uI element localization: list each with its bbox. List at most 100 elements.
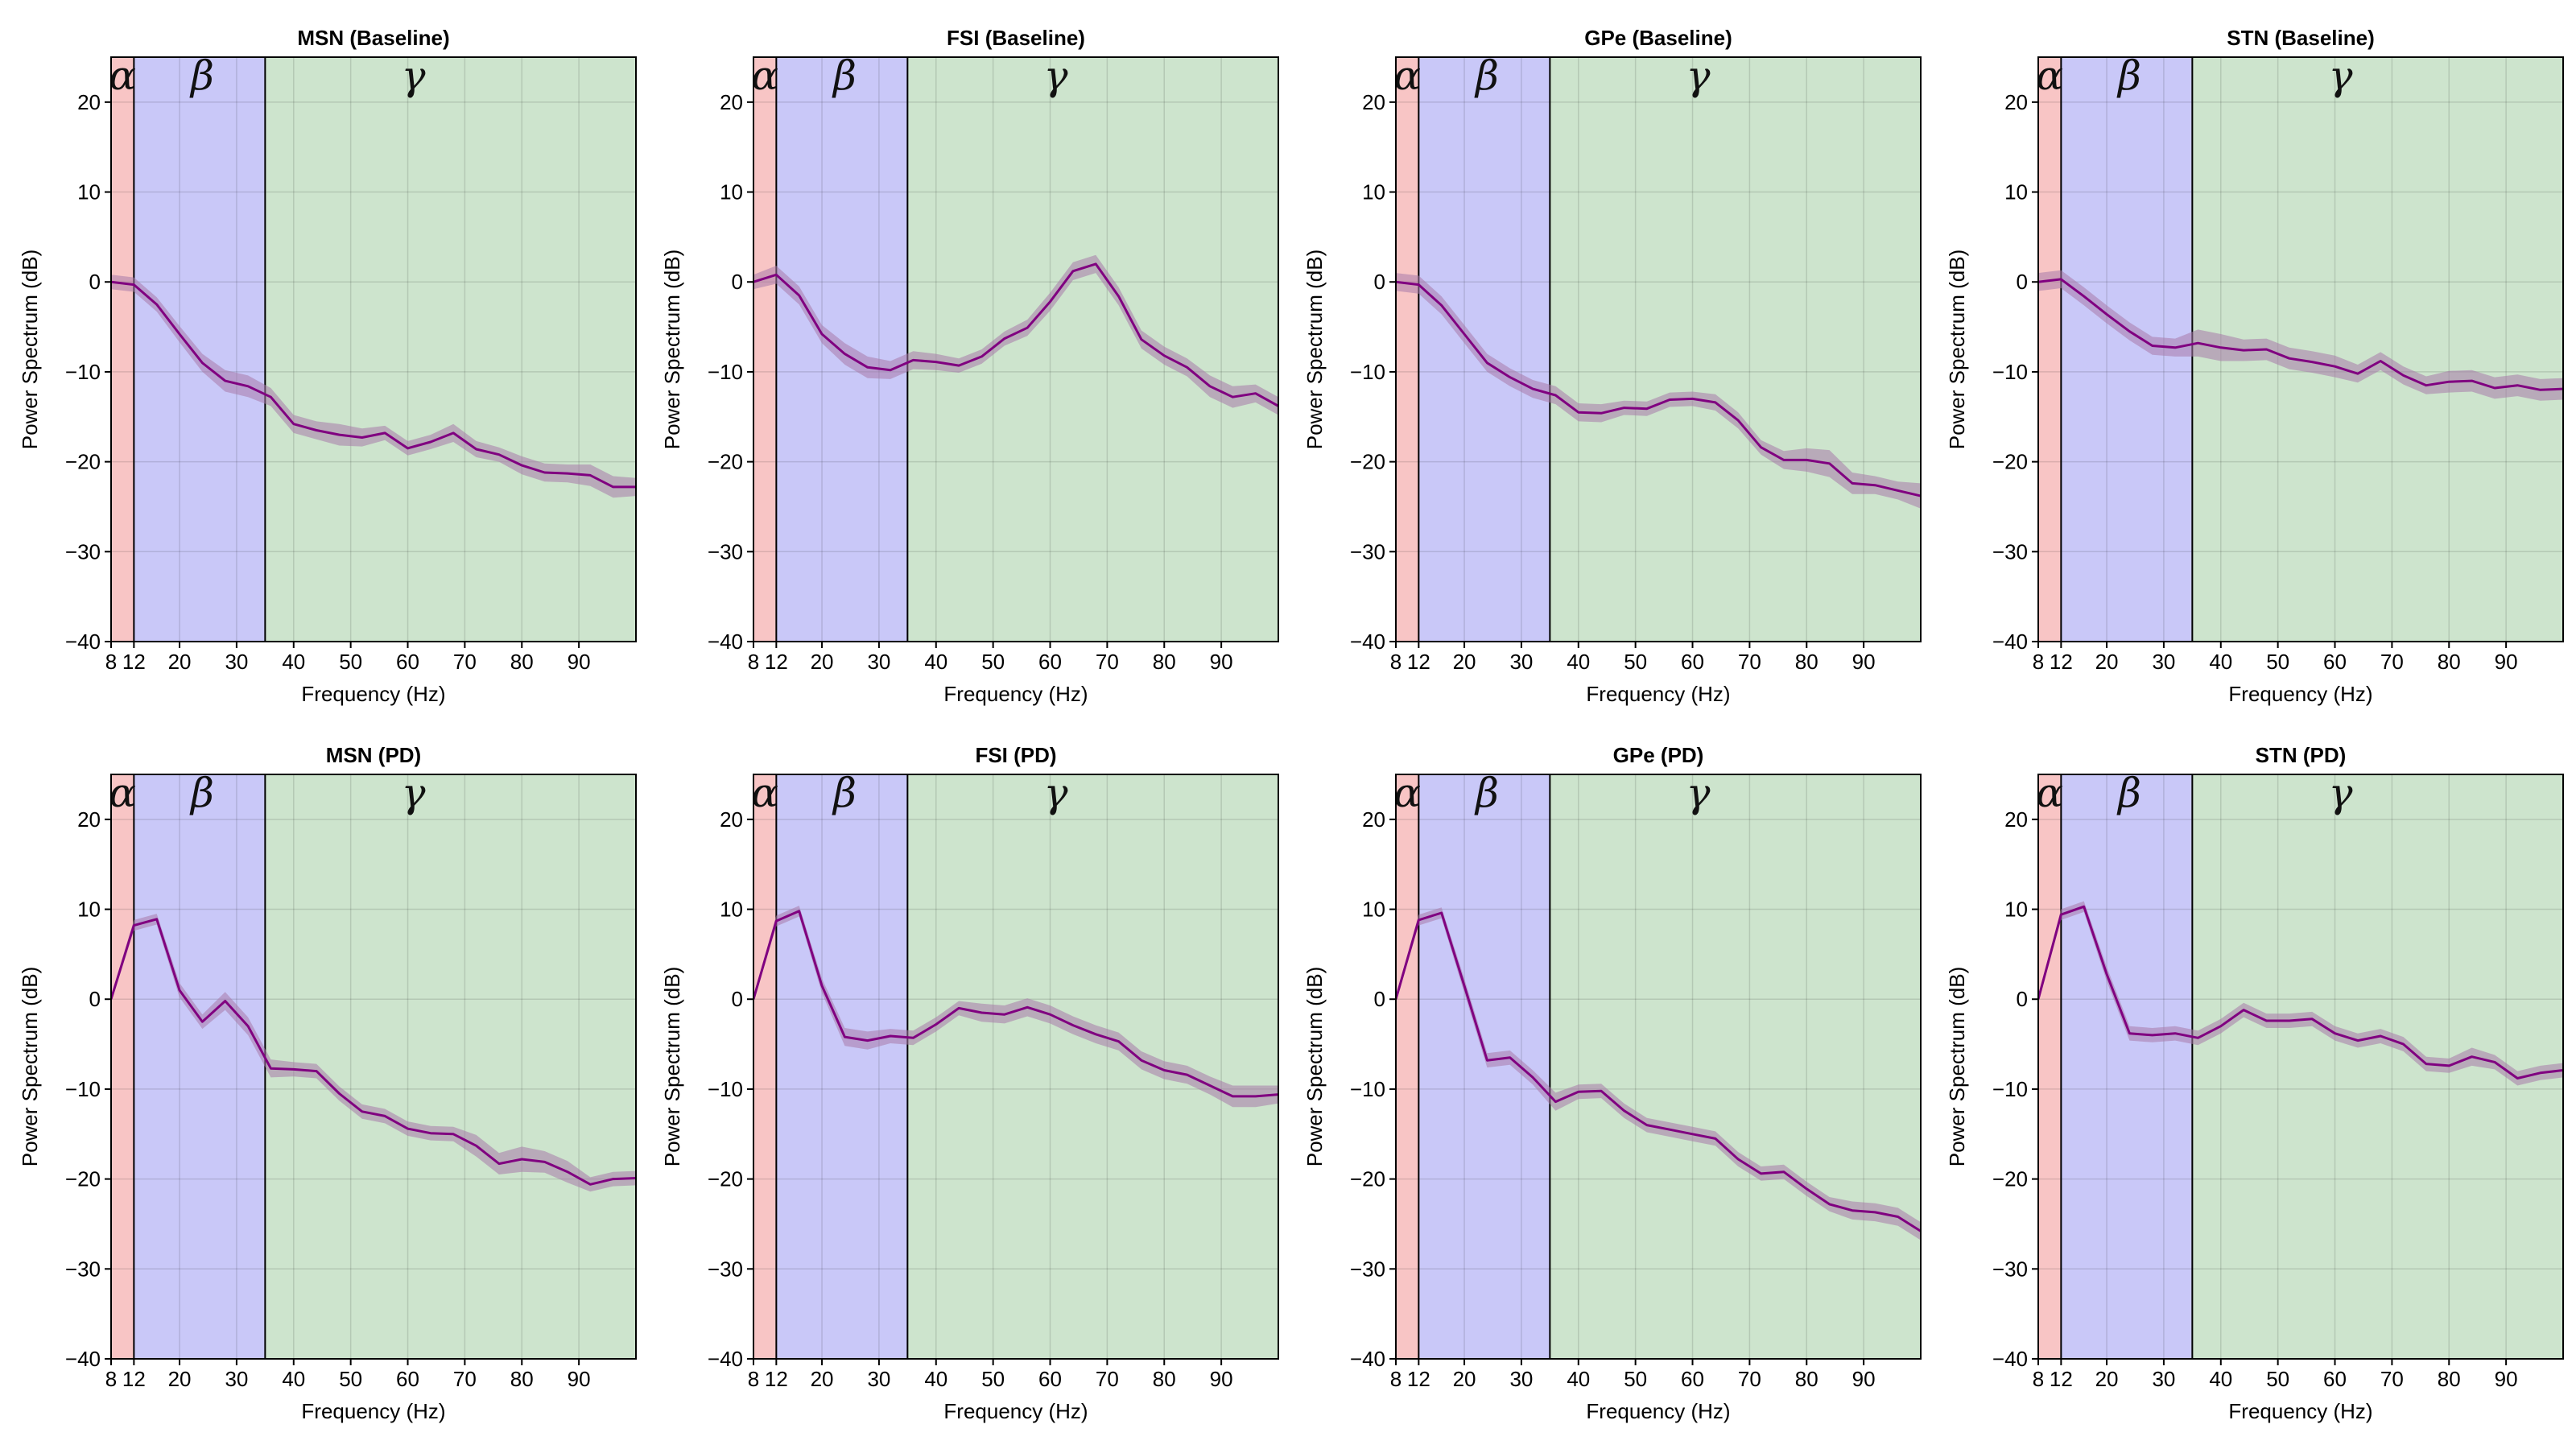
plot-frame	[110, 774, 637, 1360]
y-tick-label: −30	[708, 539, 743, 564]
x-axis-label: Frequency (Hz)	[943, 1399, 1088, 1423]
x-axis-label: Frequency (Hz)	[1586, 1399, 1730, 1423]
y-tick-label: 20	[77, 807, 101, 832]
plot-frame	[1395, 56, 1922, 642]
x-tick-label: 30	[867, 1367, 890, 1391]
x-tick-label: 50	[2266, 650, 2289, 674]
y-tick-label: −30	[65, 1257, 101, 1281]
plot-frame	[2037, 774, 2564, 1360]
x-tick-label: 12	[765, 1367, 788, 1391]
x-tick-label: 70	[1738, 650, 1761, 674]
x-tick-label: 70	[1096, 1367, 1119, 1391]
band-region	[753, 57, 777, 642]
band-region	[1418, 57, 1550, 642]
x-axis-label: Frequency (Hz)	[2228, 682, 2372, 706]
y-tick-label: −30	[65, 539, 101, 564]
band-label: γ	[1044, 770, 1068, 816]
band-label: γ	[1686, 52, 1711, 99]
x-tick-label: 30	[2152, 1367, 2175, 1391]
x-tick-label: 80	[510, 1367, 534, 1391]
panel-title: MSN (Baseline)	[297, 26, 449, 50]
x-tick-label: 40	[924, 1367, 947, 1391]
y-tick-label: 10	[720, 180, 743, 204]
y-tick-label: 10	[2004, 898, 2028, 922]
y-axis-label: Power Spectrum (dB)	[660, 967, 684, 1167]
plot-frame	[1395, 774, 1922, 1360]
x-tick-label: 50	[981, 1367, 1005, 1391]
band-label: α	[2036, 770, 2063, 816]
band-region	[265, 774, 636, 1359]
band-region	[265, 57, 636, 642]
x-tick-label: 60	[1038, 1367, 1062, 1391]
band-label: β	[832, 52, 857, 99]
y-axis-label: Power Spectrum (dB)	[1302, 967, 1327, 1167]
band-region	[134, 57, 266, 642]
x-tick-label: 30	[867, 650, 890, 674]
y-tick-label: −40	[65, 1347, 101, 1371]
y-tick-label: −20	[65, 1167, 101, 1191]
x-tick-label: 50	[1624, 1367, 1647, 1391]
y-axis-label: Power Spectrum (dB)	[18, 250, 42, 450]
x-tick-label: 90	[1852, 1367, 1876, 1391]
x-tick-label: 8	[105, 650, 117, 674]
band-region	[111, 774, 134, 1359]
series-line	[111, 918, 636, 1186]
x-tick-label: 30	[2152, 650, 2175, 674]
panel-msn-baseline: α β γ 8 12 20 30 40 50 60 70 80 90 −40 −30 −20 −10 0 10 20 M…	[18, 26, 637, 706]
band-label: γ	[2329, 770, 2353, 816]
x-tick-label: 50	[981, 650, 1005, 674]
band-region	[1418, 774, 1550, 1359]
y-tick-label: −10	[1350, 1077, 1385, 1101]
y-tick-label: −40	[1992, 1347, 2028, 1371]
panel-title: FSI (Baseline)	[947, 26, 1085, 50]
panel-stn-baseline: α β γ 8 12 20 30 40 50 60 70 80 90 −40 −30 −20 −10 0 10 20 S…	[1945, 26, 2564, 706]
y-axis-label: Power Spectrum (dB)	[1302, 250, 1327, 450]
x-axis-label: Frequency (Hz)	[1586, 682, 1730, 706]
x-tick-label: 40	[282, 1367, 305, 1391]
band-region	[1550, 57, 1921, 642]
y-tick-label: 20	[1362, 807, 1385, 832]
x-tick-label: 90	[2495, 650, 2518, 674]
x-tick-label: 70	[2380, 650, 2404, 674]
x-tick-label: 8	[1390, 650, 1402, 674]
x-tick-label: 12	[1407, 1367, 1430, 1391]
y-tick-label: −30	[708, 1257, 743, 1281]
y-tick-label: 20	[720, 807, 743, 832]
band-label: α	[2036, 52, 2063, 99]
band-label: β	[2116, 770, 2141, 816]
x-tick-label: 60	[2323, 650, 2347, 674]
band-label: β	[1474, 770, 1499, 816]
x-tick-label: 12	[2050, 1367, 2073, 1391]
x-tick-label: 30	[1509, 1367, 1533, 1391]
y-tick-label: −40	[65, 630, 101, 654]
y-tick-label: −30	[1350, 539, 1385, 564]
y-tick-label: −40	[708, 630, 743, 654]
band-region	[907, 57, 1278, 642]
series-line	[2038, 905, 2563, 1080]
y-tick-label: 10	[2004, 180, 2028, 204]
x-tick-label: 70	[453, 650, 477, 674]
x-tick-label: 20	[2095, 1367, 2119, 1391]
y-tick-label: 20	[77, 90, 101, 114]
x-axis-label: Frequency (Hz)	[943, 682, 1088, 706]
x-tick-label: 60	[396, 650, 419, 674]
panel-title: FSI (PD)	[975, 743, 1056, 767]
y-tick-label: −20	[1992, 1167, 2028, 1191]
panel-msn-pd: α β γ 8 12 20 30 40 50 60 70 80 90 −40 −30 −20 −10 0 10 20 M…	[18, 743, 637, 1423]
x-tick-label: 50	[2266, 1367, 2289, 1391]
band-region	[2061, 774, 2193, 1359]
y-tick-label: 20	[2004, 807, 2028, 832]
x-tick-label: 60	[1681, 650, 1704, 674]
x-tick-label: 8	[105, 1367, 117, 1391]
x-tick-label: 20	[168, 1367, 192, 1391]
x-tick-label: 80	[1153, 650, 1176, 674]
y-tick-label: −20	[1350, 450, 1385, 474]
band-label: α	[1393, 770, 1421, 816]
band-label: α	[751, 770, 778, 816]
x-tick-label: 12	[122, 650, 146, 674]
y-axis-label: Power Spectrum (dB)	[18, 967, 42, 1167]
x-tick-label: 12	[1407, 650, 1430, 674]
y-tick-label: −20	[708, 1167, 743, 1191]
y-tick-label: −10	[708, 1077, 743, 1101]
band-label: α	[109, 52, 136, 99]
